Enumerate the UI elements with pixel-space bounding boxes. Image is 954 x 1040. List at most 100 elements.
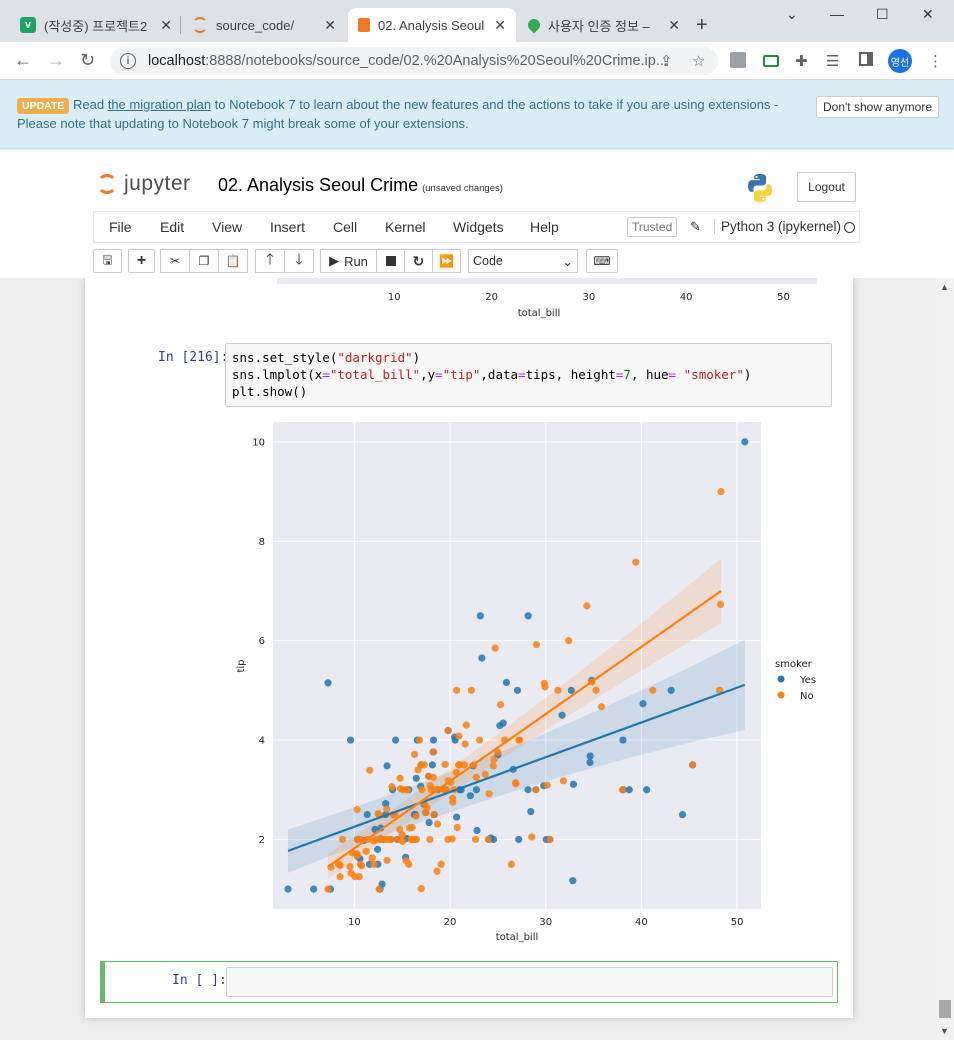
tab-favicon-icon: v [20,17,36,33]
x-tick-label: 10 [348,917,361,928]
data-point-no [559,777,568,785]
move-up-button[interactable]: 🡑 [255,249,285,273]
browser-tab-2[interactable]: source_code/ ✕ [182,8,346,42]
profile-avatar[interactable]: 영선 [888,49,912,73]
save-button[interactable]: 🖫 [93,249,122,273]
data-point-no [383,805,391,813]
previous-plot-tick-label: 40 [680,292,693,303]
legend-label-yes: Yes [799,675,816,686]
data-point-no [541,683,549,691]
data-point-no [649,686,657,694]
puzzle-extensions-icon[interactable]: ✚ [795,53,808,70]
previous-plot-tick-label: 10 [388,292,401,303]
back-icon[interactable]: ← [14,50,32,70]
new-tab-icon[interactable]: + [696,14,708,36]
data-point-yes [382,800,390,808]
notebook-scrollbar[interactable]: ▲ ▼ [936,278,954,1040]
chevron-down-icon[interactable]: ⌄ [786,6,798,22]
scroll-up-icon[interactable]: ▲ [940,282,949,292]
browser-tab-3-active[interactable]: 02. Analysis Seoul C ✕ [348,8,516,42]
site-info-icon[interactable]: i [120,53,136,69]
play-icon: ▶ [329,253,340,268]
tab-title: 02. Analysis Seoul C [378,17,487,33]
extension-icon[interactable] [730,52,746,68]
screen-extension-icon[interactable] [763,55,779,67]
close-window-icon[interactable]: ✕ [922,6,934,22]
command-palette-button[interactable]: ⌨ [586,249,618,273]
restart-run-all-button[interactable]: ⏩ [432,249,461,273]
regression-line-no [327,590,722,868]
edit-pencil-icon[interactable]: ✎ [690,219,701,234]
x-tick-label: 50 [731,917,744,928]
data-point-yes [466,792,474,800]
menu-kernel[interactable]: Kernel [385,219,426,235]
code-line-3: plt.show() [232,384,308,399]
interrupt-button[interactable] [376,249,405,273]
restart-button[interactable]: ↻ [404,249,433,273]
dont-show-anymore-button[interactable]: Don't show anymore [816,96,940,118]
cut-button[interactable]: ✂ [160,249,190,273]
paste-button[interactable]: 📋 [218,249,248,273]
jupyter-logo[interactable]: jupyter [97,172,191,196]
copy-button[interactable]: ❐ [189,249,219,273]
save-status: (unsaved changes) [422,183,503,194]
data-point-no [452,768,460,776]
menu-insert[interactable]: Insert [270,219,306,235]
data-point-yes [639,700,647,708]
reload-icon[interactable]: ↻ [80,50,96,70]
share-icon[interactable]: ⇪ [660,53,673,70]
forward-icon[interactable]: → [47,50,65,70]
maximize-icon[interactable]: ☐ [876,6,889,22]
close-tab-icon[interactable]: ✕ [494,16,506,33]
scrollbar-thumb[interactable] [939,1000,951,1018]
data-point-yes [453,813,461,821]
data-point-no [476,736,484,744]
logout-button[interactable]: Logout [797,172,856,202]
menu-cell[interactable]: Cell [333,219,358,235]
browser-tab-1[interactable]: v (작성중) 프로젝트2 ✕ [10,8,182,42]
menu-help[interactable]: Help [530,219,559,235]
menu-widgets[interactable]: Widgets [453,219,504,235]
notebook-title[interactable]: 02. Analysis Seoul Crime (unsaved changes… [218,175,503,196]
data-point-no [546,835,554,844]
run-button[interactable]: ▶ Run [320,249,377,273]
move-down-button[interactable]: 🡓 [284,249,314,273]
cell-type-select[interactable]: Code ⌄ [468,249,578,273]
menu-file[interactable]: File [109,219,132,235]
data-point-no [441,760,449,768]
kernel-name[interactable]: Python 3 (ipykernel) [714,219,841,234]
data-point-no [430,748,438,756]
data-point-yes [678,810,687,819]
close-tab-icon[interactable]: ✕ [160,16,172,33]
minimize-icon[interactable]: — [830,6,844,22]
maps-favicon-icon [525,16,543,34]
trusted-indicator[interactable]: Trusted [627,217,678,237]
close-tab-icon[interactable]: ✕ [668,16,680,33]
data-point-no [433,820,442,828]
migration-plan-link[interactable]: the migration plan [107,97,212,112]
tab-title: source_code/ [216,17,295,33]
close-tab-icon[interactable]: ✕ [324,16,336,33]
code-cell-input[interactable]: sns.set_style("darkgrid") sns.lmplot(x="… [225,343,832,407]
scroll-down-icon[interactable]: ▼ [940,1026,949,1036]
bookmark-star-icon[interactable]: ☆ [692,53,706,70]
empty-cell-input[interactable] [226,967,833,997]
menu-view[interactable]: View [212,219,243,235]
address-bar[interactable]: i localhost:8888/notebooks/source_code/0… [110,47,718,75]
notebook-container[interactable]: 10 20 30 40 50 total_bill In [216]: sns.set_… [0,278,936,1040]
browser-tab-4[interactable]: 사용자 인증 정보 – ✕ [518,8,690,42]
more-menu-icon[interactable]: ⋮ [928,53,943,70]
paste-icon: 📋 [225,254,241,268]
data-point-yes [391,736,400,744]
menu-edit[interactable]: Edit [160,219,185,235]
side-panel-icon[interactable] [859,52,873,66]
code-line-2: sns.lmplot(x="total_bill",y="tip",data=t… [232,367,752,382]
data-point-no [355,873,363,881]
data-point-no [715,686,724,694]
insert-cell-button[interactable]: + [128,249,155,273]
data-point-no [370,860,378,868]
reading-list-icon[interactable]: ☰ [826,53,840,70]
notebook-name[interactable]: 02. Analysis Seoul Crime [218,175,419,195]
empty-code-cell[interactable]: In [ ]: [100,961,838,1003]
data-point-no [408,823,416,832]
